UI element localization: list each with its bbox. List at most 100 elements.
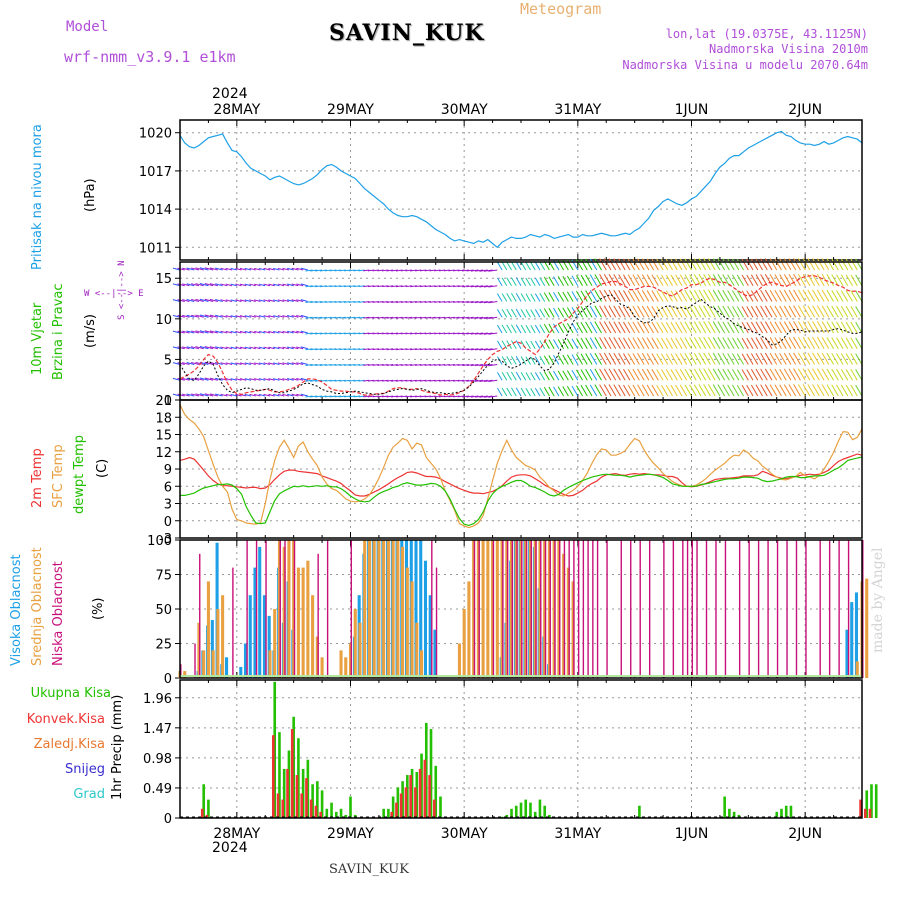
year-top: 2024 [212, 86, 248, 102]
wind-barb [557, 354, 565, 365]
wind-barb [268, 378, 275, 381]
wind-barb [589, 337, 598, 350]
wind-barb [736, 258, 745, 271]
wind-barb [812, 289, 820, 302]
cloud-bar-visoka [253, 567, 257, 678]
wind-barb [296, 330, 304, 334]
wind-barb [797, 305, 806, 318]
wind-barb [488, 348, 498, 351]
wind-barb [520, 293, 527, 302]
wind-barb [377, 379, 384, 382]
precip-bar-ukupna-kisa [548, 814, 551, 818]
wind-barb [623, 258, 631, 271]
wind-barb [181, 377, 190, 381]
wind-barb [395, 269, 403, 272]
wind-barb [530, 293, 536, 302]
wind-barb [689, 368, 697, 381]
wind-barb [381, 364, 389, 366]
wind-barb [263, 330, 271, 334]
wind-barb [367, 332, 375, 335]
wind-barb [712, 258, 721, 271]
wind-barb [510, 292, 517, 302]
cloud-bar-niska [648, 540, 651, 678]
wind-barb [627, 305, 636, 318]
precip-bar-ukupna-kisa [297, 738, 300, 818]
wind-barb [353, 285, 361, 288]
wind-barb [755, 274, 763, 287]
wind-barb [661, 337, 669, 350]
wind-barb [381, 269, 389, 272]
cloud-bar-niska [862, 540, 864, 678]
wind-barb [291, 346, 299, 350]
wind-barb [703, 305, 711, 318]
wind-barb [452, 348, 460, 351]
precip-bar-konvek [205, 814, 209, 818]
wind-barb [395, 332, 403, 335]
wind-barb [845, 306, 853, 318]
wind-barb [566, 291, 574, 302]
wind-barb [679, 353, 688, 365]
wind-barb [632, 337, 640, 350]
wind-barb [244, 315, 252, 318]
wind-barb [732, 337, 740, 350]
wind-barb [199, 377, 209, 381]
y-tick-label: 0 [164, 812, 172, 827]
wind-barb [296, 346, 304, 350]
wind-barb [377, 364, 384, 366]
wind-barb [802, 336, 811, 350]
wind-barb [553, 370, 560, 381]
wind-barb [244, 362, 252, 365]
wind-barb [530, 356, 536, 365]
wind-barb [530, 372, 536, 381]
wind-barb [334, 285, 342, 288]
wind-barb [855, 337, 863, 350]
wind-barb [343, 395, 351, 398]
wind-barb [470, 379, 479, 382]
precip-bar-konvek [290, 729, 294, 818]
wind-barb [684, 305, 692, 318]
wind-direction-legend-vertical: S <--|--> N [117, 260, 127, 320]
wind-barb [434, 301, 441, 303]
wind-barb [589, 258, 598, 271]
wind-barb [353, 364, 361, 366]
wind-barb [339, 285, 346, 288]
precip-bar-ukupna-kisa [638, 805, 641, 818]
wind-barb [457, 395, 465, 398]
wind-barb [434, 364, 441, 366]
wind-barb [627, 353, 636, 365]
wind-barb [314, 285, 323, 288]
wind-barb [679, 274, 688, 287]
cloud-bar-srednja [552, 540, 556, 678]
wind-barb [732, 369, 740, 381]
wind-barb [656, 384, 664, 397]
wind-barb [410, 285, 417, 288]
wind-barb [707, 384, 716, 397]
wind-barb [530, 325, 536, 334]
wind-barb [483, 364, 493, 367]
wind-barb [305, 364, 313, 367]
wind-barb [679, 258, 688, 271]
wind-barb [783, 274, 792, 287]
wind-barb [220, 330, 228, 334]
wind-barb [343, 332, 351, 335]
wind-barb [576, 322, 584, 334]
cloud-bar-niska [587, 540, 589, 678]
y-tick-label: 18 [155, 411, 172, 426]
precip-bar-ukupna-kisa [382, 808, 385, 818]
cloud-bar-niska [530, 540, 532, 678]
wind-barb [358, 348, 365, 351]
wind-barb [172, 393, 181, 397]
wind-barb [623, 305, 631, 318]
cloud-bar-niska [686, 540, 689, 678]
wind-barb [599, 384, 607, 397]
cloud-bar-niska [663, 540, 665, 678]
wind-barb [717, 305, 726, 318]
wind-barb [310, 364, 318, 367]
cloud-bar-niska [838, 540, 840, 678]
wind-barb [515, 293, 522, 302]
wind-barb [510, 371, 517, 381]
wind-barb [656, 274, 664, 287]
wind-barb [329, 395, 337, 398]
precip-bar-konvek [409, 775, 412, 818]
wind-barb [821, 321, 830, 334]
